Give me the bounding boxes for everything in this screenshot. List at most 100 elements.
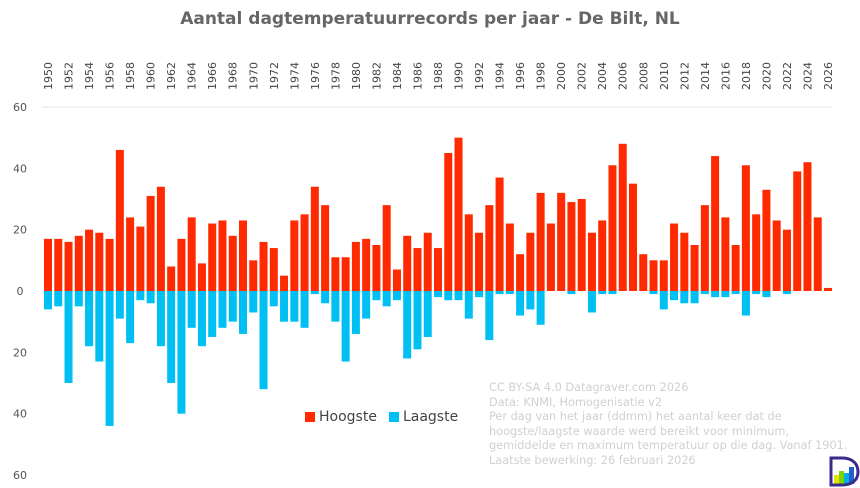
bar-laagste-1989 (444, 291, 453, 301)
bar-hoogste-1989 (444, 153, 453, 291)
legend-item-hoogste[interactable]: Hoogste (305, 409, 377, 425)
x-tick-label: 1958 (124, 62, 137, 90)
bar-laagste-2010 (659, 291, 668, 310)
bar-hoogste-1958 (126, 217, 135, 291)
bar-hoogste-1968 (228, 235, 237, 291)
legend-label: Laagste (402, 409, 459, 425)
x-tick-label: 2000 (555, 62, 568, 90)
source-notes: CC BY-SA 4.0 Datagraver.com 2026 Data: K… (489, 381, 847, 469)
bar-laagste-1979 (341, 291, 350, 362)
bar-hoogste-2010 (659, 260, 668, 291)
bar-hoogste-1977 (321, 205, 330, 291)
bar-laagste-1968 (228, 291, 237, 322)
y-tick-label: 40 (13, 408, 27, 421)
bar-laagste-2009 (649, 291, 658, 295)
y-tick-label: 0 (17, 285, 24, 298)
bar-hoogste-2011 (670, 223, 679, 291)
legend: Hoogste Laagste (305, 409, 458, 425)
bar-laagste-1983 (382, 291, 391, 307)
bar-hoogste-1955 (95, 232, 104, 291)
x-tick-label: 1952 (63, 62, 76, 90)
x-tick-label: 1996 (514, 62, 527, 90)
bar-hoogste-1967 (218, 220, 227, 291)
y-tick-label: 60 (13, 101, 27, 114)
bar-laagste-1975 (300, 291, 309, 328)
bar-hoogste-1962 (167, 266, 176, 291)
bar-hoogste-1991 (464, 214, 473, 291)
bar-hoogste-1975 (300, 214, 309, 291)
bar-hoogste-2008 (639, 254, 648, 291)
bar-laagste-2004 (598, 291, 607, 295)
bar-hoogste-2017 (731, 245, 740, 291)
bar-laagste-1969 (239, 291, 247, 334)
bar-hoogste-1999 (546, 223, 555, 291)
x-tick-label: 2026 (822, 62, 835, 90)
bar-laagste-1992 (475, 291, 484, 298)
note-line: Per dag van het jaar (ddmm) het aantal k… (489, 410, 782, 424)
bar-laagste-1970 (249, 291, 258, 313)
legend-item-laagste[interactable]: Laagste (388, 409, 459, 425)
legend-swatch-hoogste (305, 412, 315, 422)
bar-laagste-1987 (423, 291, 432, 337)
bar-laagste-1984 (392, 291, 401, 301)
bar-hoogste-2020 (762, 189, 771, 291)
bar-hoogste-1959 (136, 226, 145, 291)
x-tick-label: 2006 (617, 62, 630, 90)
bar-hoogste-1976 (310, 186, 319, 291)
x-tick-label: 2020 (760, 62, 773, 90)
datagraver-logo-icon (829, 456, 860, 487)
bar-laagste-1982 (372, 291, 381, 301)
x-tick-label: 1954 (83, 62, 96, 90)
bar-laagste-2013 (690, 291, 699, 304)
x-tick-label: 1974 (288, 62, 301, 90)
bar-laagste-1994 (495, 291, 504, 295)
bar-laagste-1962 (167, 291, 176, 383)
x-tick-label: 1950 (42, 62, 55, 90)
bar-hoogste-1956 (105, 238, 114, 291)
bar-hoogste-1985 (403, 235, 412, 291)
bar-laagste-1956 (105, 291, 114, 426)
bar-laagste-1985 (403, 291, 412, 359)
bar-laagste-2019 (752, 291, 761, 295)
bar-hoogste-1963 (177, 238, 186, 291)
bar-laagste-1967 (218, 291, 227, 328)
bar-hoogste-1987 (423, 232, 432, 291)
bar-hoogste-1969 (239, 220, 247, 291)
bar-hoogste-1992 (475, 232, 484, 291)
bar-hoogste-1950 (44, 238, 52, 291)
x-tick-label: 1978 (329, 62, 342, 90)
bar-laagste-1971 (259, 291, 268, 390)
bar-laagste-2003 (587, 291, 596, 313)
bar-laagste-1953 (74, 291, 83, 307)
bar-hoogste-1982 (372, 245, 381, 291)
x-tick-label: 1980 (350, 62, 363, 90)
x-tick-label: 2010 (658, 62, 671, 90)
bar-hoogste-2005 (608, 165, 617, 291)
x-tick-label: 1964 (186, 62, 199, 90)
bar-laagste-2017 (731, 291, 740, 295)
note-line: CC BY-SA 4.0 Datagraver.com 2026 (489, 381, 689, 394)
bar-hoogste-1981 (362, 238, 371, 291)
x-tick-label: 1966 (206, 62, 219, 90)
bar-laagste-2005 (608, 291, 617, 295)
bar-hoogste-2016 (721, 217, 730, 291)
bar-laagste-1955 (95, 291, 104, 362)
y-tick-label: 40 (13, 162, 27, 175)
bar-hoogste-1997 (526, 232, 535, 291)
bar-laagste-1996 (516, 291, 525, 316)
bar-laagste-1954 (85, 291, 94, 347)
bar-hoogste-2023 (793, 171, 802, 291)
note-line: hoogste/laagste waarde werd bereikt voor… (489, 424, 789, 438)
legend-label: Hoogste (319, 409, 377, 425)
bar-hoogste-2019 (752, 214, 761, 291)
bar-hoogste-2003 (587, 232, 596, 291)
x-tick-label: 2018 (740, 62, 753, 90)
x-tick-label: 1962 (165, 62, 178, 90)
bar-hoogste-1993 (485, 205, 494, 291)
bar-laagste-2014 (700, 291, 709, 295)
bar-hoogste-1986 (413, 248, 422, 291)
y-tick-label: 20 (13, 224, 27, 237)
x-tick-label: 1988 (432, 62, 445, 90)
legend-swatch-laagste (388, 412, 399, 422)
